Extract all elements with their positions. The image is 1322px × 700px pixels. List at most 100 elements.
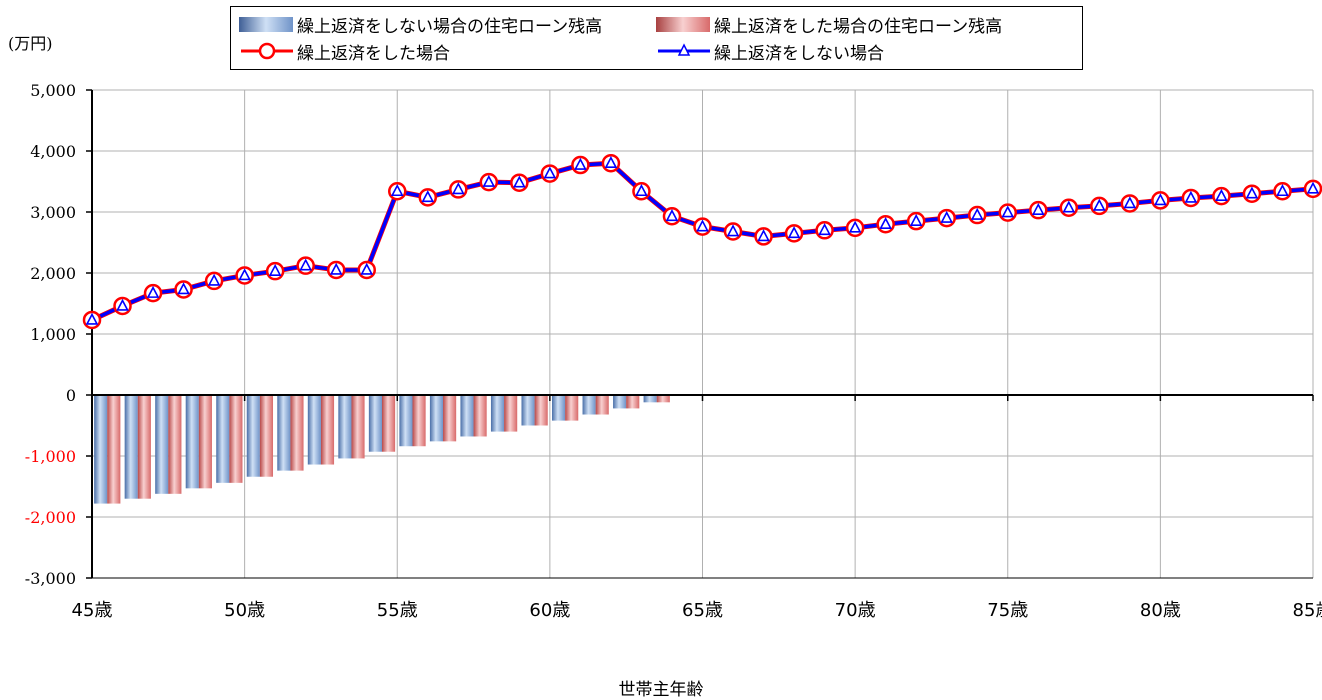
- bar-without-prepay: [521, 395, 535, 426]
- marker-triangle-without-prepay: [1001, 205, 1015, 218]
- bar-with-prepay: [229, 395, 243, 483]
- marker-triangle-without-prepay: [1245, 186, 1259, 199]
- bar-with-prepay: [381, 395, 396, 452]
- bar-without-prepay: [399, 395, 413, 447]
- bar-without-prepay: [338, 395, 352, 459]
- marker-triangle-without-prepay: [451, 182, 465, 195]
- bar-with-prepay: [259, 395, 274, 477]
- marker-triangle-without-prepay: [146, 285, 160, 298]
- marker-triangle-without-prepay: [1184, 190, 1198, 203]
- x-tick-label: 70歳: [835, 600, 876, 621]
- bar-with-prepay: [656, 395, 670, 403]
- marker-triangle-without-prepay: [909, 213, 923, 226]
- marker-triangle-without-prepay: [299, 258, 313, 271]
- marker-triangle-without-prepay: [635, 184, 648, 197]
- legend-item-line-with: 繰上返済をした場合: [239, 39, 450, 64]
- x-tick-label: 65歳: [682, 600, 723, 621]
- bar-without-prepay: [94, 395, 108, 504]
- y-tick-label: 0: [66, 386, 76, 405]
- marker-triangle-without-prepay: [726, 224, 740, 237]
- bar-without-prepay: [277, 395, 291, 471]
- y-tick-label: 1,000: [30, 325, 76, 344]
- marker-triangle-without-prepay: [1154, 193, 1167, 206]
- marker-triangle-without-prepay: [757, 229, 770, 242]
- marker-triangle-without-prepay: [360, 262, 374, 275]
- bars-layer: [94, 395, 670, 504]
- x-tick-label: 45歳: [72, 600, 113, 621]
- marker-triangle-without-prepay: [1276, 184, 1289, 197]
- legend-swatch-red-bar: [656, 16, 710, 32]
- bar-with-prepay: [534, 395, 548, 426]
- marker-triangle-without-prepay: [268, 263, 282, 276]
- y-tick-label: 3,000: [30, 203, 76, 222]
- x-axis-title: 世帯主年齢: [618, 680, 704, 700]
- marker-triangle-without-prepay: [85, 312, 99, 325]
- bar-without-prepay: [613, 395, 627, 409]
- bar-without-prepay: [490, 395, 505, 432]
- y-tick-label: 5,000: [30, 81, 76, 100]
- bar-without-prepay: [155, 395, 169, 494]
- marker-triangle-without-prepay: [177, 282, 190, 295]
- marker-triangle-without-prepay: [116, 298, 129, 311]
- marker-triangle-without-prepay: [329, 262, 343, 275]
- bar-without-prepay: [552, 395, 566, 421]
- legend-label: 繰上返済をした場合: [297, 43, 450, 64]
- marker-triangle-without-prepay: [513, 175, 526, 188]
- bar-without-prepay: [216, 395, 230, 483]
- marker-triangle-without-prepay: [574, 157, 587, 170]
- bar-without-prepay: [368, 395, 382, 452]
- marker-triangle-without-prepay: [1031, 202, 1045, 215]
- axes-layer: [86, 89, 1314, 579]
- bar-with-prepay: [290, 395, 304, 471]
- legend: 繰上返済をしない場合の住宅ローン残高 繰上返済をした場合の住宅ローン残高 繰上返…: [230, 6, 1083, 70]
- bar-without-prepay: [185, 395, 199, 489]
- marker-triangle-without-prepay: [818, 223, 831, 236]
- marker-triangle-without-prepay: [970, 207, 984, 220]
- bar-with-prepay: [137, 395, 151, 499]
- y-tick-label: -3,000: [25, 569, 76, 588]
- marker-triangle-without-prepay: [207, 273, 221, 286]
- marker-triangle-without-prepay: [238, 268, 251, 281]
- x-tick-labels: 45歳 50歳 55歳 60歳 65歳 70歳 75歳 80歳 85歳: [72, 600, 1322, 621]
- marker-triangle-without-prepay: [848, 220, 862, 233]
- x-tick-label: 80歳: [1140, 600, 1181, 621]
- bar-with-prepay: [504, 395, 518, 432]
- bar-without-prepay: [643, 395, 657, 403]
- marker-triangle-without-prepay: [421, 190, 435, 203]
- bar-with-prepay: [626, 395, 640, 409]
- marker-triangle-without-prepay: [696, 219, 709, 232]
- legend-item-bar-with: 繰上返済をした場合の住宅ローン残高: [656, 12, 1002, 37]
- bar-with-prepay: [565, 395, 579, 421]
- y-unit-label: (万円): [8, 34, 53, 53]
- marker-triangle-without-prepay: [390, 184, 404, 197]
- bar-with-prepay: [443, 395, 457, 442]
- legend-item-bar-without: 繰上返済をしない場合の住宅ローン残高: [239, 12, 602, 37]
- y-tick-label: -2,000: [25, 508, 76, 527]
- bar-with-prepay: [473, 395, 487, 437]
- y-tick-label: -1,000: [25, 447, 76, 466]
- y-tick-labels: 5,000 4,000 3,000 2,000 1,000 0 -1,000 -2,000 -3…: [25, 81, 76, 588]
- bar-without-prepay: [124, 395, 138, 499]
- legend-circle-marker-icon: [241, 42, 293, 60]
- marker-triangle-without-prepay: [879, 216, 892, 229]
- bar-with-prepay: [168, 395, 182, 494]
- marker-triangle-without-prepay: [543, 166, 557, 179]
- bar-without-prepay: [246, 395, 260, 477]
- legend-triangle-marker-icon: [658, 43, 710, 56]
- x-tick-label: 50歳: [224, 600, 265, 621]
- legend-label: 繰上返済をしない場合: [714, 43, 884, 64]
- gridlines: [92, 89, 1314, 579]
- legend-swatch-blue-bar: [239, 16, 293, 32]
- bar-without-prepay: [429, 395, 444, 442]
- marker-triangle-without-prepay: [940, 210, 954, 223]
- y-tick-label: 4,000: [30, 142, 76, 161]
- bar-with-prepay: [595, 395, 609, 415]
- marker-triangle-without-prepay: [604, 155, 618, 168]
- x-tick-label: 75歳: [987, 600, 1028, 621]
- marker-triangle-without-prepay: [1092, 198, 1106, 211]
- bar-with-prepay: [320, 395, 335, 465]
- lines-layer: [82, 153, 1322, 330]
- bar-without-prepay: [460, 395, 474, 437]
- bar-without-prepay: [307, 395, 321, 465]
